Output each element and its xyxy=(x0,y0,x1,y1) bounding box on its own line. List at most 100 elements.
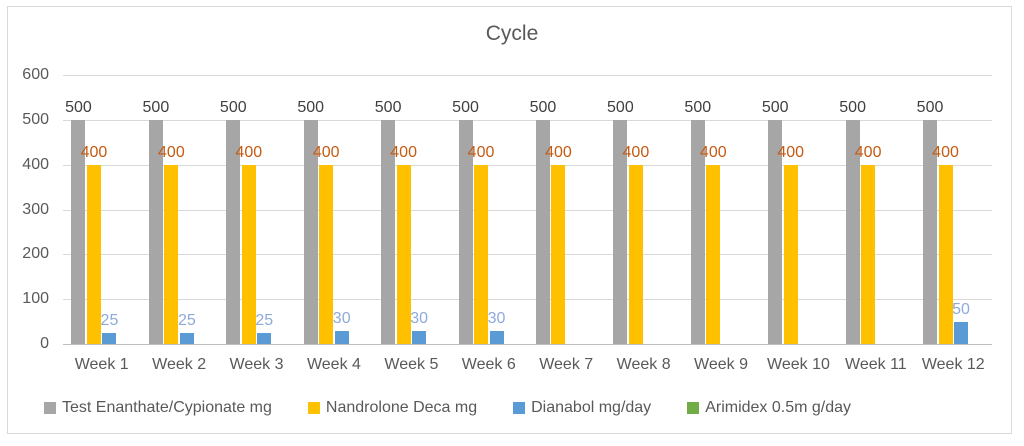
y-tick-label: 500 xyxy=(22,110,49,128)
x-tick-label: Week 12 xyxy=(921,356,985,373)
y-tick-label: 0 xyxy=(40,335,49,352)
legend-label: Nandrolone Deca mg xyxy=(325,399,478,416)
bar-nandrolone-deca-mg xyxy=(241,164,256,344)
x-tick-label: Week 7 xyxy=(539,356,594,373)
bar-test-enanthate-cypionate-mg xyxy=(303,119,318,344)
data-label-test-enanthate-cypionate-mg: 500 xyxy=(607,98,634,116)
bar-test-enanthate-cypionate-mg xyxy=(71,119,86,344)
bar-nandrolone-deca-mg xyxy=(86,164,101,344)
y-tick-label: 300 xyxy=(22,200,49,218)
x-tick-label: Week 1 xyxy=(74,356,129,373)
y-tick-label: 600 xyxy=(22,66,49,83)
legend-swatch-icon xyxy=(307,402,320,414)
bar-test-enanthate-cypionate-mg xyxy=(381,119,396,344)
bar-test-enanthate-cypionate-mg xyxy=(458,119,473,344)
data-label-dianabol-mg-day: 25 xyxy=(100,311,119,329)
data-label-nandrolone-deca-mg: 400 xyxy=(80,143,108,161)
data-label-nandrolone-deca-mg: 400 xyxy=(622,143,650,161)
legend-item-dianabol-mg-day: Dianabol mg/day xyxy=(513,399,651,417)
data-label-test-enanthate-cypionate-mg: 500 xyxy=(374,98,402,116)
gridline xyxy=(63,299,992,301)
bar-nandrolone-deca-mg xyxy=(938,164,953,344)
bar-test-enanthate-cypionate-mg xyxy=(923,119,938,344)
legend-item-test-enanthate-cypionate-mg: Test Enanthate/Cypionate mg xyxy=(44,399,272,417)
legend-label: Arimidex 0.5m g/day xyxy=(705,399,852,416)
legend-swatch-icon xyxy=(513,402,526,414)
data-label-nandrolone-deca-mg: 400 xyxy=(467,143,495,161)
bar-dianabol-mg-day xyxy=(334,330,349,344)
gridline xyxy=(63,254,992,256)
data-label-nandrolone-deca-mg: 400 xyxy=(777,143,805,161)
data-label-test-enanthate-cypionate-mg: 500 xyxy=(452,98,479,116)
data-label-nandrolone-deca-mg: 400 xyxy=(312,143,340,161)
bar-nandrolone-deca-mg xyxy=(706,164,721,344)
data-label-dianabol-mg-day: 30 xyxy=(410,309,429,327)
data-label-test-enanthate-cypionate-mg: 500 xyxy=(219,98,247,116)
bar-dianabol-mg-day xyxy=(102,332,117,344)
bar-test-enanthate-cypionate-mg xyxy=(845,119,860,344)
legend-label: Dianabol mg/day xyxy=(531,399,652,416)
data-label-dianabol-mg-day: 25 xyxy=(177,311,196,329)
bar-dianabol-mg-day xyxy=(257,332,272,344)
data-label-nandrolone-deca-mg: 400 xyxy=(545,143,572,161)
data-label-nandrolone-deca-mg: 400 xyxy=(235,143,263,161)
bar-test-enanthate-cypionate-mg xyxy=(690,119,705,344)
bar-test-enanthate-cypionate-mg xyxy=(226,119,241,344)
data-label-test-enanthate-cypionate-mg: 500 xyxy=(839,98,866,116)
bar-test-enanthate-cypionate-mg xyxy=(535,119,550,344)
x-tick-label: Week 2 xyxy=(152,356,207,373)
bar-nandrolone-deca-mg xyxy=(628,164,643,344)
data-label-test-enanthate-cypionate-mg: 500 xyxy=(297,98,325,116)
gridline xyxy=(63,164,992,166)
data-label-dianabol-mg-day: 25 xyxy=(255,311,274,329)
data-label-dianabol-mg-day: 30 xyxy=(487,309,506,327)
legend-item-arimidex-0-5m-g-day: Arimidex 0.5m g/day xyxy=(687,399,851,417)
bar-test-enanthate-cypionate-mg xyxy=(768,119,783,344)
data-label-test-enanthate-cypionate-mg: 500 xyxy=(529,98,557,116)
x-tick-label: Week 10 xyxy=(767,356,830,373)
data-label-test-enanthate-cypionate-mg: 500 xyxy=(761,98,789,116)
x-tick-label: Week 11 xyxy=(845,356,907,373)
gridline xyxy=(63,119,992,121)
y-tick-label: 200 xyxy=(22,245,49,263)
bar-dianabol-mg-day xyxy=(954,321,969,344)
bar-nandrolone-deca-mg xyxy=(551,164,566,344)
legend-item-nandrolone-deca-mg: Nandrolone Deca mg xyxy=(307,399,478,417)
x-tick-label: Week 4 xyxy=(306,356,361,373)
bar-test-enanthate-cypionate-mg xyxy=(148,119,163,344)
bar-test-enanthate-cypionate-mg xyxy=(613,119,628,344)
y-tick-label: 100 xyxy=(22,290,49,308)
data-label-nandrolone-deca-mg: 400 xyxy=(699,143,727,161)
data-label-nandrolone-deca-mg: 400 xyxy=(854,143,882,161)
data-label-test-enanthate-cypionate-mg: 500 xyxy=(142,98,170,116)
legend-swatch-icon xyxy=(44,402,56,414)
x-tick-label: Week 9 xyxy=(694,356,748,373)
data-label-nandrolone-deca-mg: 400 xyxy=(390,143,417,161)
data-label-dianabol-mg-day: 30 xyxy=(332,309,351,327)
x-tick-label: Week 6 xyxy=(461,356,516,373)
bar-nandrolone-deca-mg xyxy=(474,164,489,344)
data-label-nandrolone-deca-mg: 400 xyxy=(158,143,185,161)
gridline xyxy=(63,209,992,211)
data-label-test-enanthate-cypionate-mg: 500 xyxy=(65,98,92,116)
legend-label: Test Enanthate/Cypionate mg xyxy=(62,399,272,416)
bar-nandrolone-deca-mg xyxy=(861,164,876,344)
chart-title: Cycle xyxy=(485,22,539,45)
bar-nandrolone-deca-mg xyxy=(783,164,798,344)
x-tick-label: Week 5 xyxy=(384,356,439,373)
bar-dianabol-mg-day xyxy=(179,332,194,344)
x-axis-line xyxy=(63,344,992,345)
data-label-test-enanthate-cypionate-mg: 500 xyxy=(916,98,944,116)
x-tick-label: Week 8 xyxy=(616,356,671,373)
bar-dianabol-mg-day xyxy=(489,330,504,344)
data-label-nandrolone-deca-mg: 400 xyxy=(932,143,959,161)
bar-nandrolone-deca-mg xyxy=(396,164,411,344)
legend-swatch-icon xyxy=(687,402,700,414)
x-tick-label: Week 3 xyxy=(229,356,284,373)
data-label-test-enanthate-cypionate-mg: 500 xyxy=(684,98,712,116)
bar-nandrolone-deca-mg xyxy=(319,164,334,344)
bar-dianabol-mg-day xyxy=(412,330,427,344)
y-tick-label: 400 xyxy=(22,155,49,173)
legend: Test Enanthate/Cypionate mg Nandrolone De… xyxy=(0,397,1024,419)
